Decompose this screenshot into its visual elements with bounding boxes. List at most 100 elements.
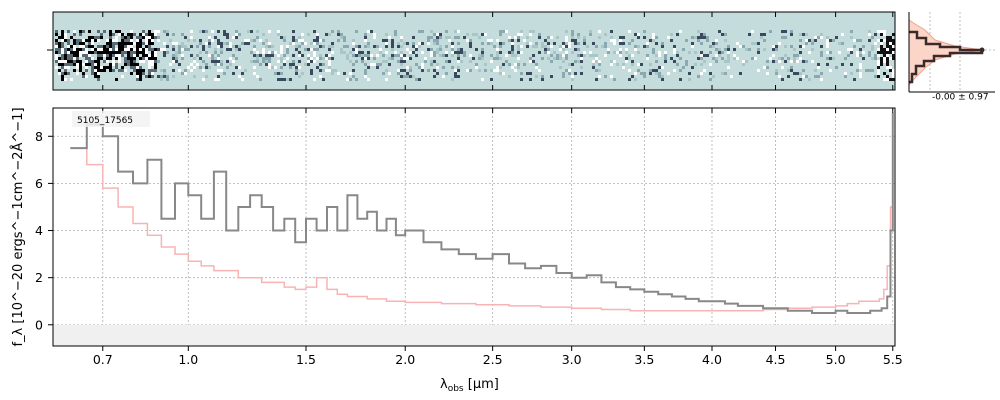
spec2d-pixel	[151, 51, 154, 54]
spec2d-pixel	[421, 51, 424, 54]
spec2d-pixel	[307, 54, 310, 57]
spec2d-pixel	[139, 57, 142, 60]
spec2d-pixel	[721, 51, 724, 54]
spec2d-pixel	[451, 51, 454, 54]
spec2d-pixel	[649, 69, 652, 72]
spec2d-pixel	[103, 66, 106, 69]
y-tick-label-0: 0	[35, 317, 43, 332]
profile-inset-plot	[908, 12, 995, 92]
spec2d-pixel	[352, 69, 355, 72]
spec2d-pixel	[880, 39, 883, 42]
spec2d-pixel	[841, 33, 844, 36]
spec2d-pixel	[154, 63, 157, 66]
spec2d-pixel	[490, 69, 493, 72]
spec2d-pixel	[454, 75, 457, 78]
spec2d-pixel	[343, 51, 346, 54]
spec2d-pixel	[691, 45, 694, 48]
spec2d-pixel	[502, 30, 505, 33]
spec2d-pixel	[97, 45, 100, 48]
spec2d-pixel	[82, 54, 85, 57]
spec2d-pixel	[127, 36, 130, 39]
spec2d-pixel	[256, 75, 259, 78]
spec2d-pixel	[205, 63, 208, 66]
spec2d-pixel	[217, 75, 220, 78]
spec2d-pixel	[694, 36, 697, 39]
spec2d-pixel	[736, 57, 739, 60]
spec2d-pixel	[226, 33, 229, 36]
spec2d-pixel	[94, 63, 97, 66]
spec2d-pixel	[256, 54, 259, 57]
spec2d-pixel	[85, 51, 88, 54]
spec2d-pixel	[793, 54, 796, 57]
spec2d-pixel	[550, 54, 553, 57]
spec2d-pixel	[763, 33, 766, 36]
spec2d-pixel	[112, 51, 115, 54]
spec2d-pixel	[121, 36, 124, 39]
spec2d-pixel	[763, 39, 766, 42]
spec2d-pixel	[754, 57, 757, 60]
spec2d-pixel	[319, 54, 322, 57]
spec2d-pixel	[328, 69, 331, 72]
spec2d-pixel	[121, 42, 124, 45]
spec2d-pixel	[646, 42, 649, 45]
spec2d-pixel	[124, 48, 127, 51]
spec2d-pixel	[241, 72, 244, 75]
spec2d-pixel	[340, 33, 343, 36]
spec2d-pixel	[892, 39, 895, 42]
spec2d-pixel	[61, 30, 64, 33]
spec2d-pixel	[235, 66, 238, 69]
spec2d-pixel	[817, 36, 820, 39]
spec2d-pixel	[529, 30, 532, 33]
spec2d-pixel	[220, 60, 223, 63]
spec2d-pixel	[358, 54, 361, 57]
spec2d-pixel	[241, 42, 244, 45]
spec2d-pixel	[235, 30, 238, 33]
spec2d-pixel	[55, 54, 58, 57]
spec2d-pixel	[298, 66, 301, 69]
spec2d-pixel	[409, 75, 412, 78]
spec2d-pixel	[802, 45, 805, 48]
spec2d-pixel	[583, 54, 586, 57]
spec2d-pixel	[874, 54, 877, 57]
spec2d-pixel	[163, 75, 166, 78]
spec2d-pixel	[628, 30, 631, 33]
spec2d-pixel	[889, 36, 892, 39]
spec2d-pixel	[529, 78, 532, 81]
spec2d-pixel	[322, 45, 325, 48]
spec2d-pixel	[421, 42, 424, 45]
spec2d-pixel	[271, 54, 274, 57]
spec2d-pixel	[145, 57, 148, 60]
spec2d-pixel	[457, 66, 460, 69]
spec2d-pixel	[463, 54, 466, 57]
spec2d-pixel	[85, 63, 88, 66]
spec2d-pixel	[709, 63, 712, 66]
spec2d-pixel	[157, 39, 160, 42]
spec2d-pixel	[886, 66, 889, 69]
spec2d-pixel	[571, 33, 574, 36]
y-tick-label-4: 8	[35, 129, 43, 144]
spec2d-pixel	[280, 78, 283, 81]
spec2d-pixel	[457, 57, 460, 60]
spec2d-pixel	[490, 42, 493, 45]
spec2d-pixel	[553, 42, 556, 45]
spec2d-pixel	[685, 60, 688, 63]
spec2d-pixel	[529, 33, 532, 36]
spec2d-pixel	[127, 57, 130, 60]
spec2d-pixel	[211, 39, 214, 42]
spec2d-pixel	[799, 45, 802, 48]
spec2d-pixel	[367, 42, 370, 45]
spec2d-pixel	[892, 78, 895, 81]
spec2d-pixel	[250, 39, 253, 42]
spec2d-pixel	[445, 51, 448, 54]
spec2d-pixel	[475, 33, 478, 36]
2d-spectrum-ticks	[47, 12, 894, 90]
spec2d-pixel	[133, 33, 136, 36]
spec2d-pixel	[340, 51, 343, 54]
spec2d-pixel	[820, 36, 823, 39]
spec2d-pixel	[445, 30, 448, 33]
spec2d-pixel	[364, 33, 367, 36]
spec2d-pixel	[115, 48, 118, 51]
spec2d-pixel	[214, 63, 217, 66]
spec2d-pixel	[424, 60, 427, 63]
spec2d-pixel	[181, 33, 184, 36]
